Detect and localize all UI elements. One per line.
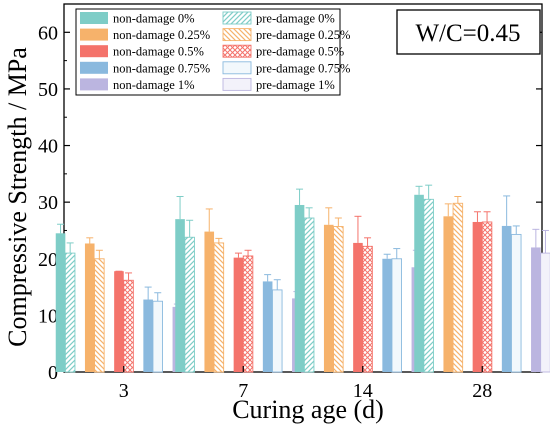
x-tick-label: 3: [119, 380, 129, 402]
bar-non-damage-0--14: [294, 204, 305, 372]
bar-pre-damage-0-25--3: [94, 258, 105, 373]
legend-swatch: [80, 12, 108, 24]
legend-label: pre-damage 0.5%: [256, 45, 344, 59]
legend-label: pre-damage 0.75%: [256, 61, 350, 75]
y-tick-label: 20: [38, 249, 58, 271]
bar-pre-damage-0-25--7: [213, 242, 225, 373]
legend-label: non-damage 0.25%: [113, 28, 210, 42]
bar-non-damage-0-75--28: [501, 225, 512, 372]
bar-non-damage-0-5--28: [472, 221, 483, 372]
y-axis-title: Compressive Strength / MPa: [3, 47, 32, 347]
bar-pre-damage-0--3: [64, 252, 76, 373]
bar-non-damage-0--3: [55, 233, 66, 372]
legend-swatch: [80, 78, 108, 91]
bar-non-damage-0-5--14: [353, 242, 363, 372]
bar-pre-damage-0-5--7: [242, 255, 254, 373]
bar-non-damage-0-75--3: [143, 299, 153, 372]
bar-non-damage-0-5--7: [233, 257, 244, 372]
bar-pre-damage-0-75--3: [152, 300, 163, 373]
bar-pre-damage-1--28: [540, 252, 550, 373]
bar-pre-damage-0-25--28: [452, 202, 464, 373]
bar-pre-damage-0-75--7: [272, 289, 283, 373]
y-tick-label: 60: [38, 22, 58, 44]
legend-label: non-damage 0.75%: [113, 61, 210, 75]
legend-swatch: [222, 77, 252, 91]
bar-pre-damage-0-5--3: [123, 279, 134, 373]
bar-non-damage-0-75--14: [382, 258, 392, 372]
annotation-box: W/C=0.45: [396, 9, 541, 55]
legend-swatch: [222, 11, 252, 25]
x-axis-title: Curing age (d): [232, 395, 384, 424]
legend-label: non-damage 1%: [113, 78, 195, 92]
bar-non-damage-0-25--3: [84, 243, 95, 372]
y-tick-label: 30: [38, 192, 58, 214]
legend-swatch: [80, 28, 108, 41]
x-tick-label: 14: [353, 380, 373, 402]
bar-pre-damage-0--28: [423, 198, 434, 373]
bar-pre-damage-0--14: [303, 217, 315, 373]
legend-label: pre-damage 0%: [256, 12, 335, 26]
y-tick-label: 10: [38, 305, 58, 327]
bar-non-damage-0-75--7: [262, 281, 273, 372]
bar-pre-damage-0-5--14: [362, 245, 373, 373]
legend-label: pre-damage 0.25%: [256, 28, 350, 42]
bar-pre-damage-0--7: [184, 236, 195, 373]
y-tick-label: 0: [48, 362, 58, 384]
legend-swatch: [80, 61, 108, 74]
annotation-text: W/C=0.45: [415, 20, 520, 47]
legend: non-damage 0% pre-damage 0% non-damage 0.2…: [75, 8, 350, 96]
legend-swatch: [222, 28, 252, 42]
bar-pre-damage-0-75--28: [511, 233, 522, 373]
bar-pre-damage-0-75--14: [391, 258, 403, 373]
legend-frame: [75, 8, 341, 96]
bar-non-damage-0-25--28: [443, 216, 454, 372]
legend-swatch: [222, 44, 252, 58]
bar-non-damage-0--7: [175, 219, 185, 372]
bar-non-damage-0-5--3: [114, 271, 124, 372]
bar-non-damage-0-25--14: [323, 224, 334, 372]
y-tick-label: 40: [38, 136, 58, 158]
legend-swatch: [222, 61, 252, 75]
bar-non-damage-0--28: [414, 194, 424, 372]
legend-swatch: [80, 45, 108, 58]
x-tick-label: 7: [238, 380, 248, 402]
legend-label: non-damage 0.5%: [113, 45, 204, 59]
bar-pre-damage-0-5--28: [481, 221, 493, 373]
bar-non-damage-0-25--7: [204, 231, 215, 372]
bar-pre-damage-0-25--14: [333, 226, 344, 373]
bar-non-damage-1--28: [531, 247, 541, 372]
y-tick-label: 50: [38, 79, 58, 101]
legend-label: non-damage 0%: [113, 12, 195, 26]
x-tick-label: 28: [472, 380, 492, 402]
legend-label: pre-damage 1%: [256, 78, 335, 92]
